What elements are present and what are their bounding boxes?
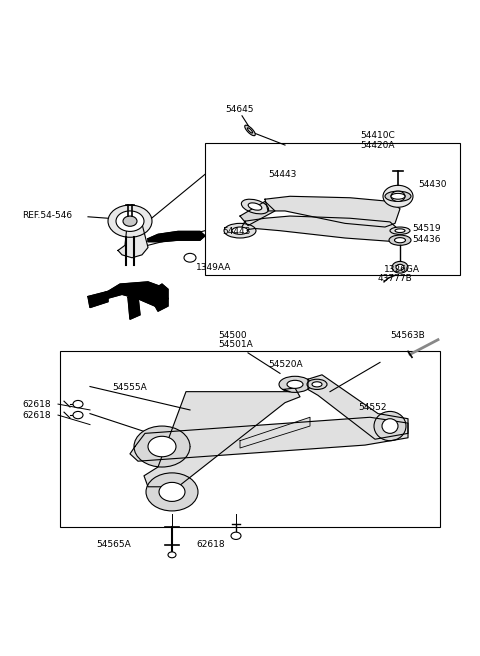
Ellipse shape: [134, 426, 190, 467]
Ellipse shape: [307, 379, 327, 390]
Text: 1326GA: 1326GA: [384, 265, 420, 274]
Text: 1349AA: 1349AA: [196, 263, 231, 272]
Text: 54500: 54500: [218, 331, 247, 340]
Ellipse shape: [279, 377, 311, 392]
Bar: [205, 143, 460, 275]
Ellipse shape: [374, 411, 406, 441]
Text: 54520A: 54520A: [268, 360, 302, 369]
Ellipse shape: [232, 227, 248, 234]
Text: 62618: 62618: [196, 540, 225, 549]
Text: 43777B: 43777B: [378, 274, 413, 283]
Ellipse shape: [287, 380, 303, 388]
Polygon shape: [100, 282, 168, 306]
Text: 62618: 62618: [22, 411, 50, 420]
Text: 54443: 54443: [268, 170, 296, 179]
Ellipse shape: [312, 382, 322, 387]
Text: 54563B: 54563B: [390, 331, 425, 340]
Ellipse shape: [390, 227, 410, 234]
Ellipse shape: [391, 191, 405, 201]
Text: 54436: 54436: [412, 235, 441, 244]
Polygon shape: [240, 216, 400, 241]
Ellipse shape: [395, 229, 405, 232]
Ellipse shape: [395, 237, 406, 243]
Polygon shape: [240, 417, 310, 448]
Polygon shape: [148, 232, 205, 241]
Text: 54420A: 54420A: [360, 140, 395, 150]
Ellipse shape: [383, 185, 413, 207]
Ellipse shape: [146, 473, 198, 511]
Ellipse shape: [241, 199, 269, 214]
Ellipse shape: [224, 223, 256, 238]
Ellipse shape: [73, 400, 83, 408]
Text: 54555A: 54555A: [112, 384, 147, 392]
Polygon shape: [265, 196, 400, 227]
Ellipse shape: [392, 261, 408, 273]
Polygon shape: [128, 297, 140, 319]
Text: 54430: 54430: [418, 180, 446, 189]
Polygon shape: [88, 291, 108, 308]
Ellipse shape: [382, 419, 398, 434]
Polygon shape: [130, 417, 408, 461]
Text: 54501A: 54501A: [218, 340, 253, 348]
Ellipse shape: [159, 482, 185, 501]
Ellipse shape: [116, 211, 144, 232]
Ellipse shape: [389, 235, 411, 245]
Polygon shape: [118, 216, 148, 258]
Ellipse shape: [396, 264, 404, 270]
Polygon shape: [144, 388, 300, 487]
Ellipse shape: [108, 205, 152, 237]
Ellipse shape: [248, 203, 262, 210]
Text: 62618: 62618: [22, 400, 50, 409]
Ellipse shape: [168, 552, 176, 558]
Polygon shape: [148, 284, 168, 311]
Ellipse shape: [385, 191, 411, 201]
Ellipse shape: [231, 532, 241, 539]
Text: 54410C: 54410C: [360, 131, 395, 140]
Polygon shape: [308, 375, 408, 440]
Ellipse shape: [148, 436, 176, 457]
Text: 54552: 54552: [358, 403, 386, 412]
Text: 54565A: 54565A: [96, 540, 131, 549]
Text: 54645: 54645: [226, 106, 254, 114]
Text: REF.54-546: REF.54-546: [22, 211, 72, 220]
Ellipse shape: [247, 128, 252, 133]
Ellipse shape: [73, 411, 83, 419]
Text: 54443: 54443: [222, 227, 251, 236]
Bar: [60, 352, 440, 527]
Polygon shape: [240, 201, 275, 226]
Ellipse shape: [123, 216, 137, 226]
Text: 54519: 54519: [412, 224, 441, 233]
Ellipse shape: [391, 194, 405, 199]
Ellipse shape: [184, 253, 196, 262]
Ellipse shape: [245, 125, 255, 136]
